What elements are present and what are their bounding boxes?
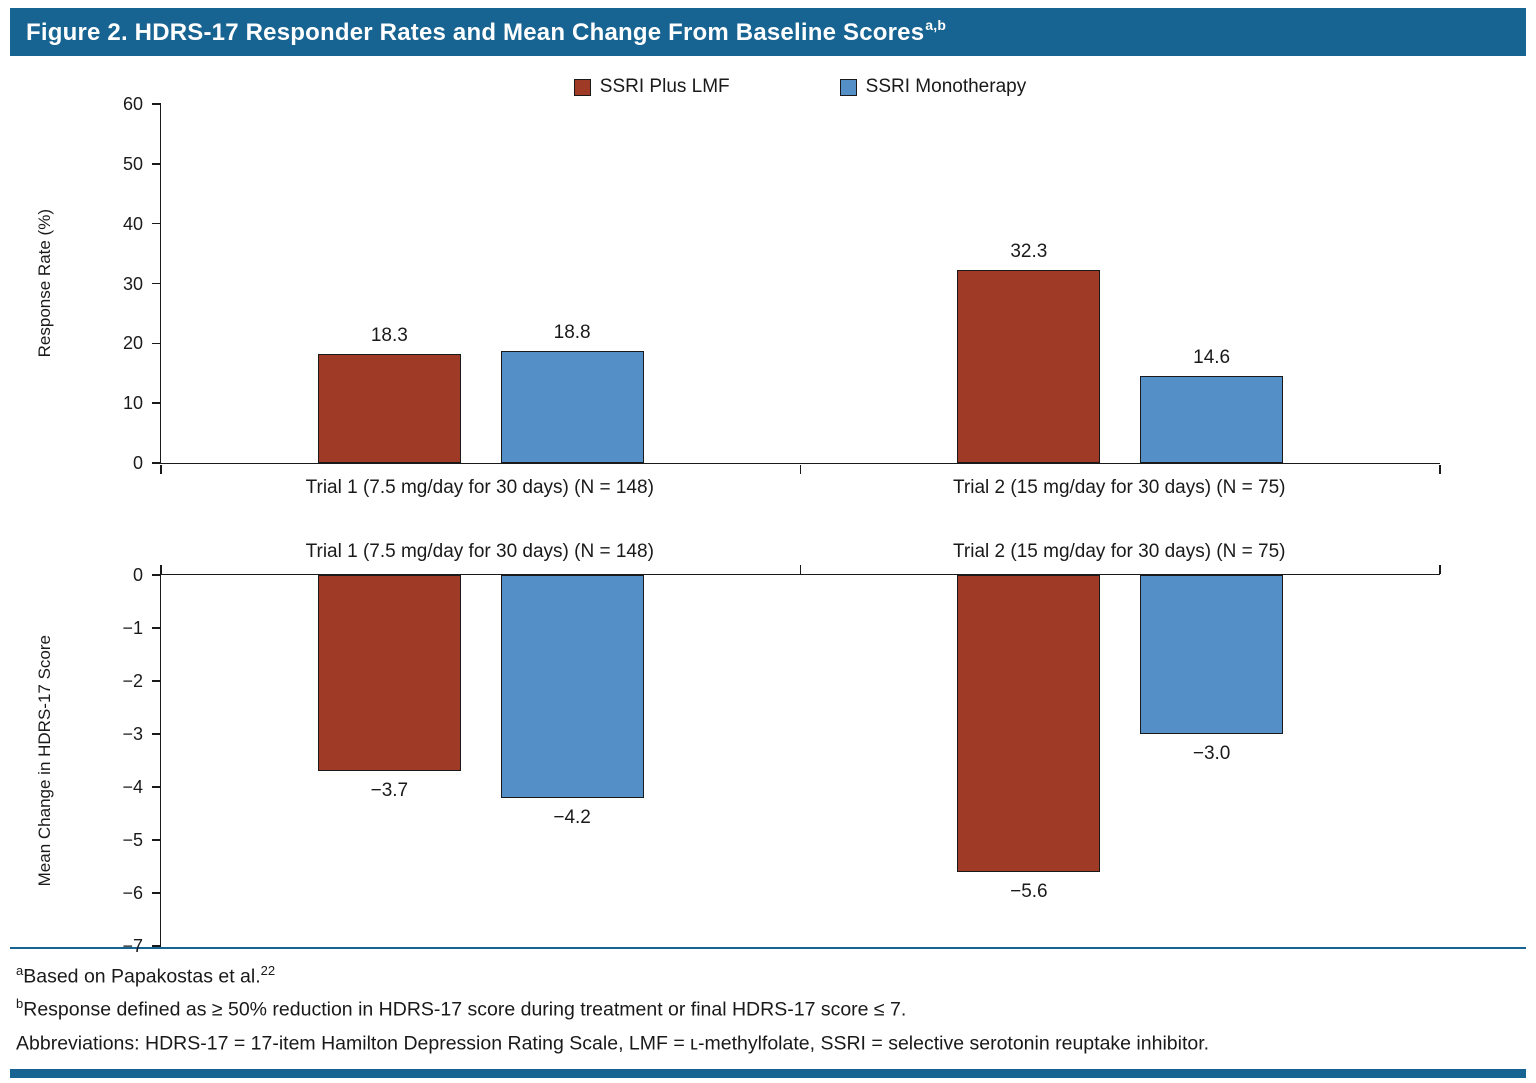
y-axis-tick-label: −7 — [122, 936, 143, 956]
bar-value-label: 18.3 — [370, 324, 408, 346]
footnote-a: aBased on Papakostas et al.22 — [16, 957, 1526, 991]
plot-area: Mean Change in HDRS-17 Score 0 −1 −2 −3 −4 −5… — [35, 564, 1441, 956]
y-axis-tick — [152, 839, 161, 841]
figure-title: Figure 2. HDRS-17 Responder Rates and Me… — [26, 16, 947, 47]
bar-value-label: −4.2 — [553, 806, 591, 828]
y-axis-tick-label: 0 — [132, 453, 143, 473]
bottom-accent-bar — [10, 1069, 1526, 1078]
bar-ssri-monotherapy-trial-2 — [1140, 375, 1284, 463]
bar-value-label: 32.3 — [1010, 240, 1048, 262]
plot-area: Response Rate (%) 60 50 40 30 20 10 0 18.3 18.8 3… — [35, 94, 1441, 474]
x-axis-tick — [799, 564, 802, 574]
footnote-b: bResponse defined as ≥ 50% reduction in … — [16, 990, 1526, 1024]
figure-title-superscript: a,b — [925, 16, 947, 33]
y-axis-tick — [152, 163, 161, 165]
y-axis-title: Response Rate (%) — [35, 209, 54, 358]
y-axis-tick — [152, 282, 161, 285]
legend-item-ssri-plus-lmf: SSRI Plus LMF — [573, 76, 730, 98]
y-axis-tick-label: 20 — [122, 333, 143, 354]
x-axis-tick — [1439, 464, 1441, 474]
y-axis-tick-label: 30 — [122, 273, 143, 294]
footnote-b-text: Response defined as ≥ 50% reduction in H… — [23, 998, 907, 1021]
y-axis-tick-label: 60 — [122, 94, 143, 114]
y-axis-tick-label: −3 — [122, 724, 143, 744]
y-axis-tick-label: 10 — [122, 393, 143, 414]
y-axis-title-wrap: Response Rate (%) — [33, 104, 57, 463]
footnote-a-marker: a — [16, 962, 24, 978]
y-axis-tick-label: −5 — [122, 830, 143, 850]
legend-item-ssri-monotherapy: SSRI Monotherapy — [839, 76, 1027, 98]
y-axis-tick-label: 0 — [132, 565, 143, 585]
legend: SSRI Plus LMF SSRI Monotherapy — [160, 76, 1440, 98]
legend-label-ssri-plus-lmf: SSRI Plus LMF — [599, 76, 730, 97]
footnotes: aBased on Papakostas et al.22 bResponse … — [10, 946, 1526, 1058]
category-label: Trial 2 (15 mg/day for 30 days) (N = 75) — [953, 477, 1286, 498]
y-axis-tick — [152, 342, 161, 345]
bar-ssri-monotherapy-trial-1 — [500, 350, 644, 463]
y-axis-tick — [152, 103, 161, 105]
footnote-b-marker: b — [16, 996, 24, 1011]
y-axis-tick-label: 40 — [122, 213, 143, 234]
y-axis-tick — [152, 402, 161, 404]
x-axis-tick — [799, 464, 802, 474]
y-axis-tick — [152, 733, 161, 735]
category-label-row: Trial 1 (7.5 mg/day for 30 days) (N = 14… — [160, 464, 1440, 508]
figure-title-bar: Figure 2. HDRS-17 Responder Rates and Me… — [10, 8, 1526, 56]
bar-value-label: 18.8 — [553, 321, 591, 343]
y-axis-tick — [152, 462, 161, 464]
footnote-a-text: Based on Papakostas et al. — [23, 965, 261, 987]
mean-change-chart: Trial 1 (7.5 mg/day for 30 days) (N = 14… — [35, 518, 1441, 956]
legend-swatch-ssri-plus-lmf — [573, 78, 591, 96]
y-axis-tick — [152, 892, 161, 894]
x-axis-tick — [1439, 564, 1441, 574]
y-axis-tick-label: −1 — [122, 618, 143, 638]
y-axis-tick — [152, 627, 161, 629]
bar-ssri-plus-lmf-trial-2 — [957, 575, 1101, 872]
bar-value-label: −3.0 — [1192, 743, 1231, 764]
y-axis-tick — [152, 222, 161, 225]
x-axis-tick — [160, 464, 162, 474]
category-label: Trial 2 (15 mg/day for 30 days) (N = 75) — [953, 541, 1286, 562]
y-axis-tick — [152, 680, 161, 682]
footnote-abbrev-text: Abbreviations: HDRS-17 = 17-item Hamilto… — [16, 1032, 1210, 1054]
y-axis-tick-label: −6 — [122, 883, 143, 903]
figure-title-text: Figure 2. HDRS-17 Responder Rates and Me… — [26, 18, 925, 46]
bar-value-label: −5.6 — [1010, 880, 1048, 902]
bar-value-label: −3.7 — [370, 780, 409, 802]
response-rate-chart: Response Rate (%) 60 50 40 30 20 10 0 18.3 18.8 3… — [35, 94, 1441, 508]
y-axis-tick — [152, 945, 161, 947]
category-label: Trial 1 (7.5 mg/day for 30 days) (N = 14… — [305, 541, 654, 562]
footnote-abbreviations: Abbreviations: HDRS-17 = 17-item Hamilto… — [16, 1024, 1526, 1058]
y-axis-tick-label: −2 — [122, 671, 143, 691]
bar-ssri-monotherapy-trial-2 — [1140, 575, 1284, 734]
legend-label-ssri-monotherapy: SSRI Monotherapy — [865, 76, 1027, 97]
legend-swatch-ssri-monotherapy — [839, 78, 857, 96]
y-axis-title-wrap: Mean Change in HDRS-17 Score — [33, 575, 57, 946]
bar-ssri-plus-lmf-trial-2 — [957, 269, 1101, 463]
y-axis-tick-label: 50 — [122, 153, 143, 174]
y-axis-tick-label: −4 — [122, 777, 143, 797]
footnote-a-reference: 22 — [260, 962, 276, 978]
bar-ssri-plus-lmf-trial-1 — [317, 575, 461, 772]
y-axis-tick — [152, 786, 161, 788]
y-axis-tick — [152, 574, 161, 576]
category-label: Trial 1 (7.5 mg/day for 30 days) (N = 14… — [305, 477, 654, 498]
bar-ssri-monotherapy-trial-1 — [500, 575, 644, 798]
y-axis-title: Mean Change in HDRS-17 Score — [35, 634, 54, 887]
bar-value-label: 14.6 — [1193, 346, 1231, 368]
bar-ssri-plus-lmf-trial-1 — [317, 353, 461, 463]
category-label-row: Trial 1 (7.5 mg/day for 30 days) (N = 14… — [160, 518, 1440, 574]
x-axis-tick — [160, 564, 162, 574]
